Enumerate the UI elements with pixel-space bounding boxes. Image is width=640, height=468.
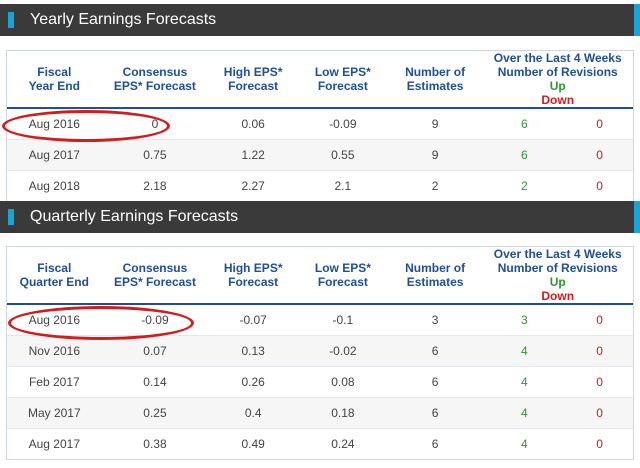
header-accent-notch: [8, 209, 14, 225]
col-header-revisions: Over the Last 4 Weeks Number of Revisions…: [482, 51, 633, 109]
col-header-revisions: Over the Last 4 Weeks Number of Revisions…: [482, 247, 633, 305]
table-row: Aug 2017 0.75 1.22 0.55 9 6 0: [7, 139, 633, 171]
col-header-period: Fiscal Year End: [7, 51, 102, 109]
header-accent-bar: [634, 201, 640, 233]
col-header-down: Down: [541, 93, 575, 107]
quarterly-forecast-table: Fiscal Quarter End Consensus EPS* Forecast…: [7, 247, 633, 459]
table-row: Aug 2017 0.38 0.49 0.24 6 4 0: [7, 428, 633, 459]
col-header-up: Up: [549, 79, 566, 93]
header-accent-bar: [634, 4, 640, 36]
col-header-low: Low EPS* Forecast: [298, 247, 388, 305]
col-header-consensus: Consensus EPS* Forecast: [101, 51, 209, 109]
col-header-down: Down: [541, 289, 575, 303]
yearly-forecast-panel: Fiscal Year End Consensus EPS* Forecast Hi…: [6, 50, 634, 202]
col-header-high: High EPS* Forecast: [208, 247, 299, 305]
col-header-low: Low EPS* Forecast: [297, 51, 388, 109]
yearly-forecast-table: Fiscal Year End Consensus EPS* Forecast Hi…: [7, 51, 633, 201]
quarterly-forecast-panel: Fiscal Quarter End Consensus EPS* Forecast…: [6, 246, 634, 460]
table-row: Aug 2016 -0.09 -0.07 -0.1 3 3 0: [7, 303, 633, 336]
quarterly-section-header: Quarterly Earnings Forecasts: [0, 201, 640, 233]
col-header-up: Up: [549, 275, 566, 289]
yearly-header-row: Fiscal Year End Consensus EPS* Forecast Hi…: [7, 51, 633, 109]
table-row: Nov 2016 0.07 0.13 -0.02 6 4 0: [7, 335, 633, 367]
col-header-high: High EPS* Forecast: [208, 51, 298, 109]
col-header-estimates: Number of Estimates: [387, 51, 483, 109]
table-row: Feb 2017 0.14 0.26 0.08 6 4 0: [7, 366, 633, 398]
col-header-period: Fiscal Quarter End: [7, 247, 102, 305]
col-header-estimates: Number of Estimates: [387, 247, 483, 305]
table-row: Aug 2018 2.18 2.27 2.1 2 2 0: [7, 170, 633, 201]
table-row: Aug 2016 0 0.06 -0.09 9 6 0: [7, 107, 633, 140]
quarterly-section-title: Quarterly Earnings Forecasts: [30, 208, 239, 225]
yearly-section-title: Yearly Earnings Forecasts: [30, 11, 217, 28]
yearly-section-header: Yearly Earnings Forecasts: [0, 4, 640, 36]
quarterly-header-row: Fiscal Quarter End Consensus EPS* Forecast…: [7, 247, 633, 305]
table-row: May 2017 0.25 0.4 0.18 6 4 0: [7, 397, 633, 429]
col-header-consensus: Consensus EPS* Forecast: [101, 247, 209, 305]
header-accent-notch: [8, 12, 14, 28]
